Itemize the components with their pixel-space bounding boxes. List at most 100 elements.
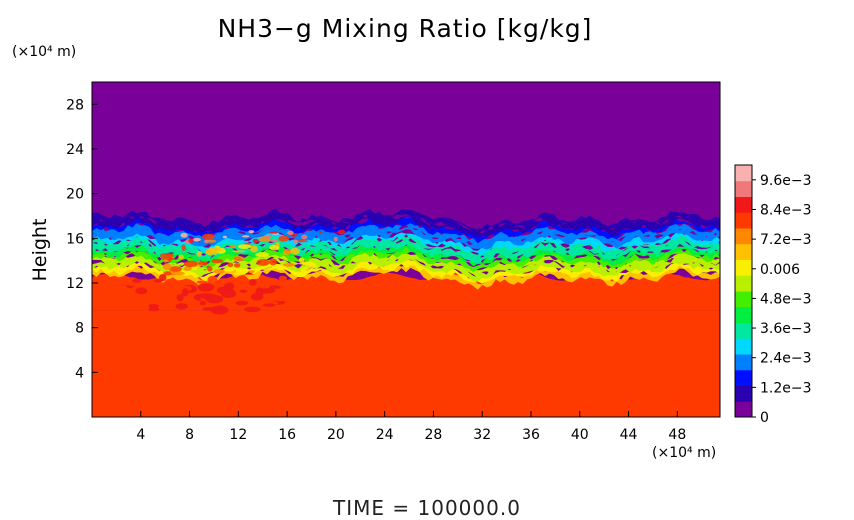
colorbar-tick-label: 2.4e−3	[760, 351, 812, 367]
turbulent-patch	[159, 252, 174, 259]
colorbar-swatch	[735, 385, 752, 402]
turbulent-patch	[188, 238, 194, 243]
y-axis-unit: (×10⁴ m)	[12, 44, 77, 60]
colorbar-swatch	[735, 322, 752, 339]
turbulent-patch	[210, 307, 224, 312]
turbulent-patch	[135, 287, 148, 295]
turbulent-patch	[287, 230, 294, 236]
colorbar-frame	[734, 164, 753, 418]
turbulent-patch	[202, 233, 215, 240]
turbulent-patch	[234, 263, 241, 268]
turbulent-patch	[199, 300, 207, 306]
turbulent-patch	[227, 262, 234, 268]
lower-layer	[92, 310, 720, 417]
colorbar-swatch	[735, 243, 752, 260]
colorbar-swatch	[735, 196, 752, 213]
colorbar-swatch	[735, 338, 752, 355]
turbulent-patch	[300, 267, 312, 274]
y-tick-label: 8	[75, 321, 84, 337]
y-tick-label: 28	[66, 97, 84, 113]
turbulent-patch	[250, 245, 258, 253]
colorbar-swatch	[735, 401, 752, 418]
colorbar-swatch	[735, 212, 752, 229]
y-tick-label: 16	[66, 231, 84, 247]
turbulent-patch	[233, 272, 244, 275]
turbulent-patch	[207, 275, 218, 285]
turbulent-patch	[211, 258, 224, 264]
colorbar-tick-label: 4.8e−3	[760, 291, 812, 307]
turbulent-patch	[183, 260, 198, 268]
x-tick-label: 48	[668, 427, 686, 443]
turbulent-patch	[265, 234, 272, 239]
turbulent-patch	[247, 270, 255, 274]
turbulent-patch	[269, 231, 279, 234]
turbulent-patch	[164, 278, 178, 286]
turbulent-patch	[206, 239, 217, 243]
turbulent-patch	[298, 257, 305, 264]
turbulent-patch	[133, 282, 145, 288]
x-tick-label: 12	[229, 427, 247, 443]
x-tick-label: 44	[620, 427, 638, 443]
colorbar-swatch	[735, 228, 752, 245]
x-tick-label: 4	[136, 427, 145, 443]
colorbar-tick-label: 7.2e−3	[760, 232, 812, 248]
turbulent-patch	[244, 306, 261, 313]
turbulent-patch	[279, 292, 295, 300]
turbulent-patch	[178, 254, 184, 259]
turbulent-patch	[213, 269, 225, 274]
turbulent-patch	[256, 259, 270, 266]
turbulent-patch	[200, 293, 217, 300]
turbulent-patch	[158, 274, 167, 282]
turbulent-patch	[337, 229, 346, 235]
y-tick-label: 4	[75, 365, 84, 381]
turbulent-patch	[223, 282, 235, 291]
turbulent-patch	[250, 293, 264, 301]
colorbar-tick-label: 0	[760, 410, 769, 426]
turbulent-patch	[175, 303, 189, 310]
turbulent-patch	[192, 237, 201, 242]
plot-frame	[91, 81, 721, 418]
turbulent-patch	[169, 266, 182, 273]
turbulent-patch	[149, 283, 158, 287]
x-tick-label: 28	[425, 427, 443, 443]
turbulent-patch	[207, 266, 213, 272]
turbulent-patch	[132, 278, 142, 283]
x-tick-label: 40	[571, 427, 589, 443]
turbulent-patch	[333, 236, 338, 242]
turbulent-patch	[301, 234, 308, 240]
x-tick-label: 16	[278, 427, 296, 443]
turbulent-patch	[235, 300, 249, 306]
turbulent-patch	[222, 235, 228, 239]
turbulent-patch	[232, 256, 245, 262]
x-tick-label: 36	[522, 427, 540, 443]
turbulent-patch	[255, 252, 270, 258]
turbulent-patch	[238, 244, 252, 249]
turbulent-patch	[292, 239, 299, 243]
turbulent-patch	[235, 268, 246, 274]
turbulent-patch	[290, 247, 300, 255]
turbulent-patch	[148, 306, 160, 312]
colorbar-tick-label: 8.4e−3	[760, 202, 812, 218]
turbulent-patch	[161, 294, 175, 304]
turbulent-patch	[182, 288, 189, 297]
turbulent-patch	[319, 231, 323, 234]
contour-band	[92, 213, 720, 238]
turbulent-patch	[204, 239, 209, 244]
turbulent-patch	[252, 238, 259, 243]
y-tick-label: 24	[66, 142, 84, 158]
colorbar-swatch	[735, 354, 752, 371]
turbulent-patch	[248, 279, 257, 286]
turbulent-patch	[223, 289, 236, 293]
turbulent-patch	[181, 244, 186, 251]
y-tick-label: 20	[66, 187, 84, 203]
contour-band	[92, 208, 720, 234]
turbulent-patch	[151, 288, 166, 296]
turbulent-patch	[208, 247, 222, 253]
turbulent-patch	[283, 248, 293, 255]
turbulent-patch	[141, 296, 150, 304]
mixing-ratio-field	[92, 82, 720, 417]
turbulent-patch	[180, 232, 188, 238]
turbulent-patch	[257, 288, 276, 294]
turbulent-patch	[248, 230, 255, 234]
